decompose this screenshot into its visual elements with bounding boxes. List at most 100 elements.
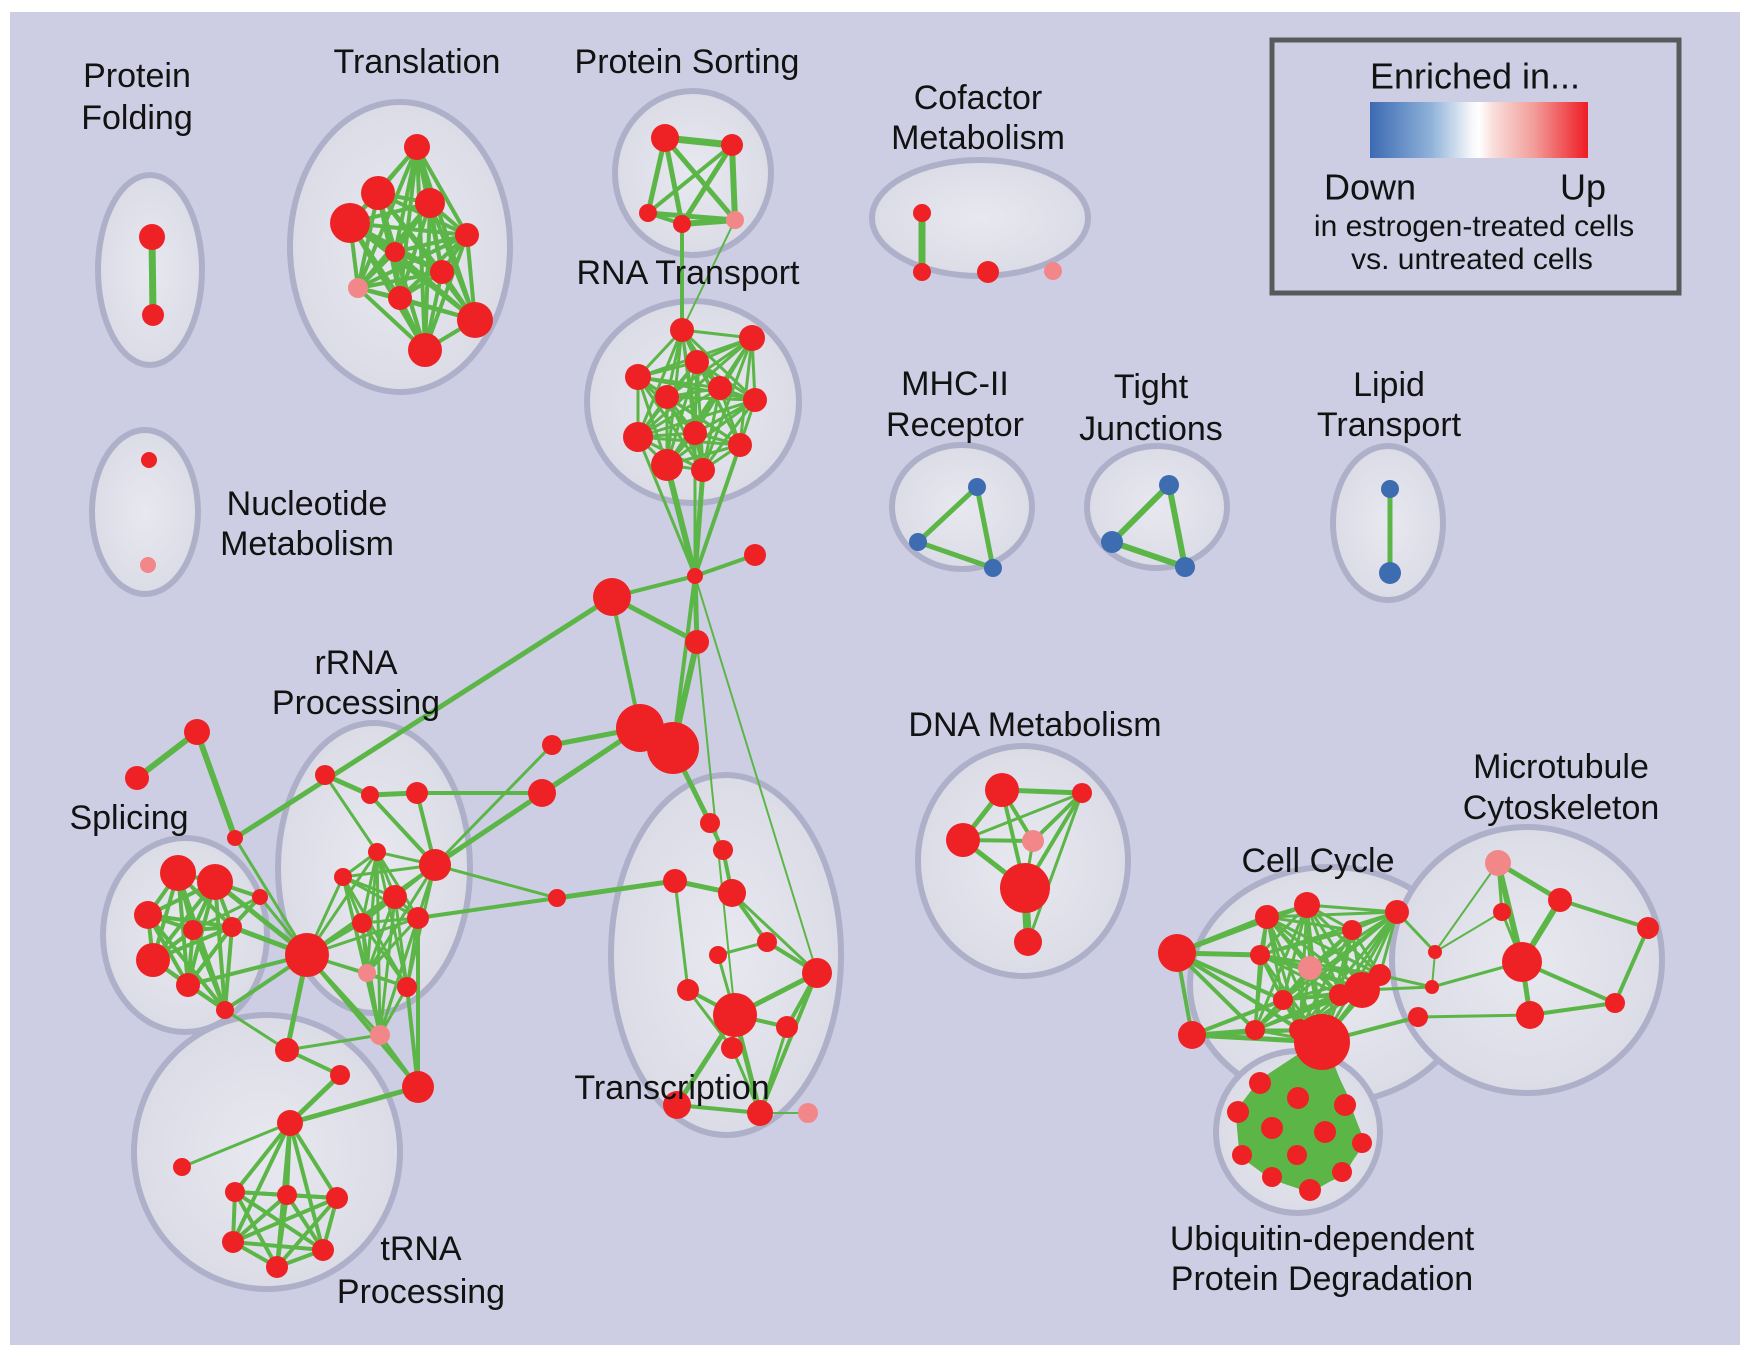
gene-set-node-d5 [1000,863,1050,913]
legend-caption-line2: vs. untreated cells [1351,243,1593,276]
gene-set-node-u8 [1232,1145,1252,1165]
network-edge [378,917,420,1036]
network-edge [194,730,238,840]
network-edge [636,436,697,577]
gene-set-node-ccH [1294,1014,1350,1070]
network-edge [306,863,436,957]
network-edge [433,743,554,867]
gene-set-node-u3 [1334,1094,1356,1116]
gene-set-node-r8 [352,913,372,933]
gene-set-node-arm2 [528,779,556,807]
gene-set-node-r1 [315,765,335,785]
gene-set-node-ps3 [639,204,657,222]
network-edge [365,896,397,974]
gene-set-node-u1 [1249,1072,1271,1094]
network-edge [323,774,379,853]
gene-set-node-r15 [330,1065,350,1085]
gene-set-node-r6 [383,885,407,909]
network-edge [1166,484,1188,568]
network-edge [680,329,705,471]
legend-title: Enriched in... [1370,56,1580,97]
cluster-label-mhc-ii-receptor-line1: MHC-II [901,365,1009,403]
network-edge [1109,482,1172,545]
legend-gradient-bar [1370,102,1588,158]
nodes-layer [125,124,1659,1278]
network-edge [1031,791,1084,843]
gene-set-node-cc5 [1298,956,1322,980]
network-edge [275,1196,339,1269]
gene-set-node-s2 [197,864,233,900]
network-edge [738,337,754,446]
cluster-label-rna-transport: RNA Transport [577,254,801,292]
network-edge [1281,904,1309,1001]
cluster-label-protein-folding-line1: Protein [83,57,191,95]
network-edge [1175,951,1302,1032]
network-edge [758,972,819,1114]
gene-set-node-x2 [1425,980,1439,994]
network-edge [1253,954,1262,1031]
gene-set-node-nm1 [141,452,157,468]
legend-caption-line1: in estrogen-treated cells [1314,210,1634,243]
network-edge [365,916,420,975]
gene-set-node-mt5 [1637,917,1659,939]
gene-set-node-r17 [370,1025,390,1045]
gene-set-node-c4 [677,979,699,1001]
network-edge [223,926,234,1011]
gene-set-node-ccL [1158,934,1196,972]
gene-set-node-k2 [277,1185,297,1205]
gene-set-node-cf2 [913,263,931,281]
cluster-label-cofactor-metabolism-line1: Cofactor [914,79,1043,117]
cluster-label-mhc-ii-receptor-line2: Receptor [886,406,1024,444]
gene-set-node-rt5 [655,385,679,409]
gene-set-node-r11 [358,964,376,982]
gene-set-node-u9 [1287,1145,1307,1165]
gene-set-node-arm1 [542,735,562,755]
gene-set-node-r3 [406,782,428,804]
cluster-label-microtubule-cytoskeleton-line2: Cytoskeleton [1463,789,1660,827]
gene-set-node-r14 [275,1038,299,1062]
gene-set-node-d2 [1072,783,1092,803]
gene-set-node-c6 [776,1016,798,1038]
network-edge [434,863,558,900]
gene-set-node-r12 [397,977,417,997]
network-edge [356,146,419,289]
network-edge [664,464,698,577]
gene-set-node-s3 [134,901,162,929]
gene-set-node-ch2 [713,840,733,860]
cluster-label-cell-cycle: Cell Cycle [1241,842,1394,880]
network-edge [637,398,756,439]
network-edge [289,1084,419,1126]
gene-set-node-r5 [334,868,352,886]
gene-set-node-cc6 [1250,945,1270,965]
gene-set-node-j2 [744,544,766,566]
network-edge [556,878,676,901]
gene-set-node-u5 [1261,1117,1283,1139]
cluster-label-transcription: Transcription [574,1069,769,1107]
network-edge [1434,862,1499,953]
network-edge [176,872,190,986]
gene-set-node-c9 [747,1100,773,1126]
cluster-label-tight-junctions-line2: Junctions [1079,410,1223,448]
gene-set-node-spa [184,719,210,745]
network-edge [231,1122,292,1243]
network-edge [148,236,157,316]
network-edge [288,1122,325,1251]
gene-set-node-rt7 [743,388,767,412]
gene-set-node-tj3 [1175,557,1195,577]
gene-set-node-lt1 [1381,480,1399,498]
gene-set-node-t3 [415,188,445,218]
cluster-label-cofactor-metabolism-line2: Metabolism [891,119,1065,157]
gene-set-node-r13 [252,889,268,905]
network-edge [1613,927,1650,1004]
gene-set-node-t8 [348,278,368,298]
gene-set-node-u6 [1314,1121,1336,1143]
gene-set-node-j3 [593,578,631,616]
gene-set-node-m2 [909,533,927,551]
network-edge [1434,911,1503,953]
gene-set-node-j1 [687,568,703,584]
gene-set-node-rt11 [651,449,683,481]
gene-set-node-u12 [1299,1179,1321,1201]
gene-set-node-cf4 [1044,262,1062,280]
